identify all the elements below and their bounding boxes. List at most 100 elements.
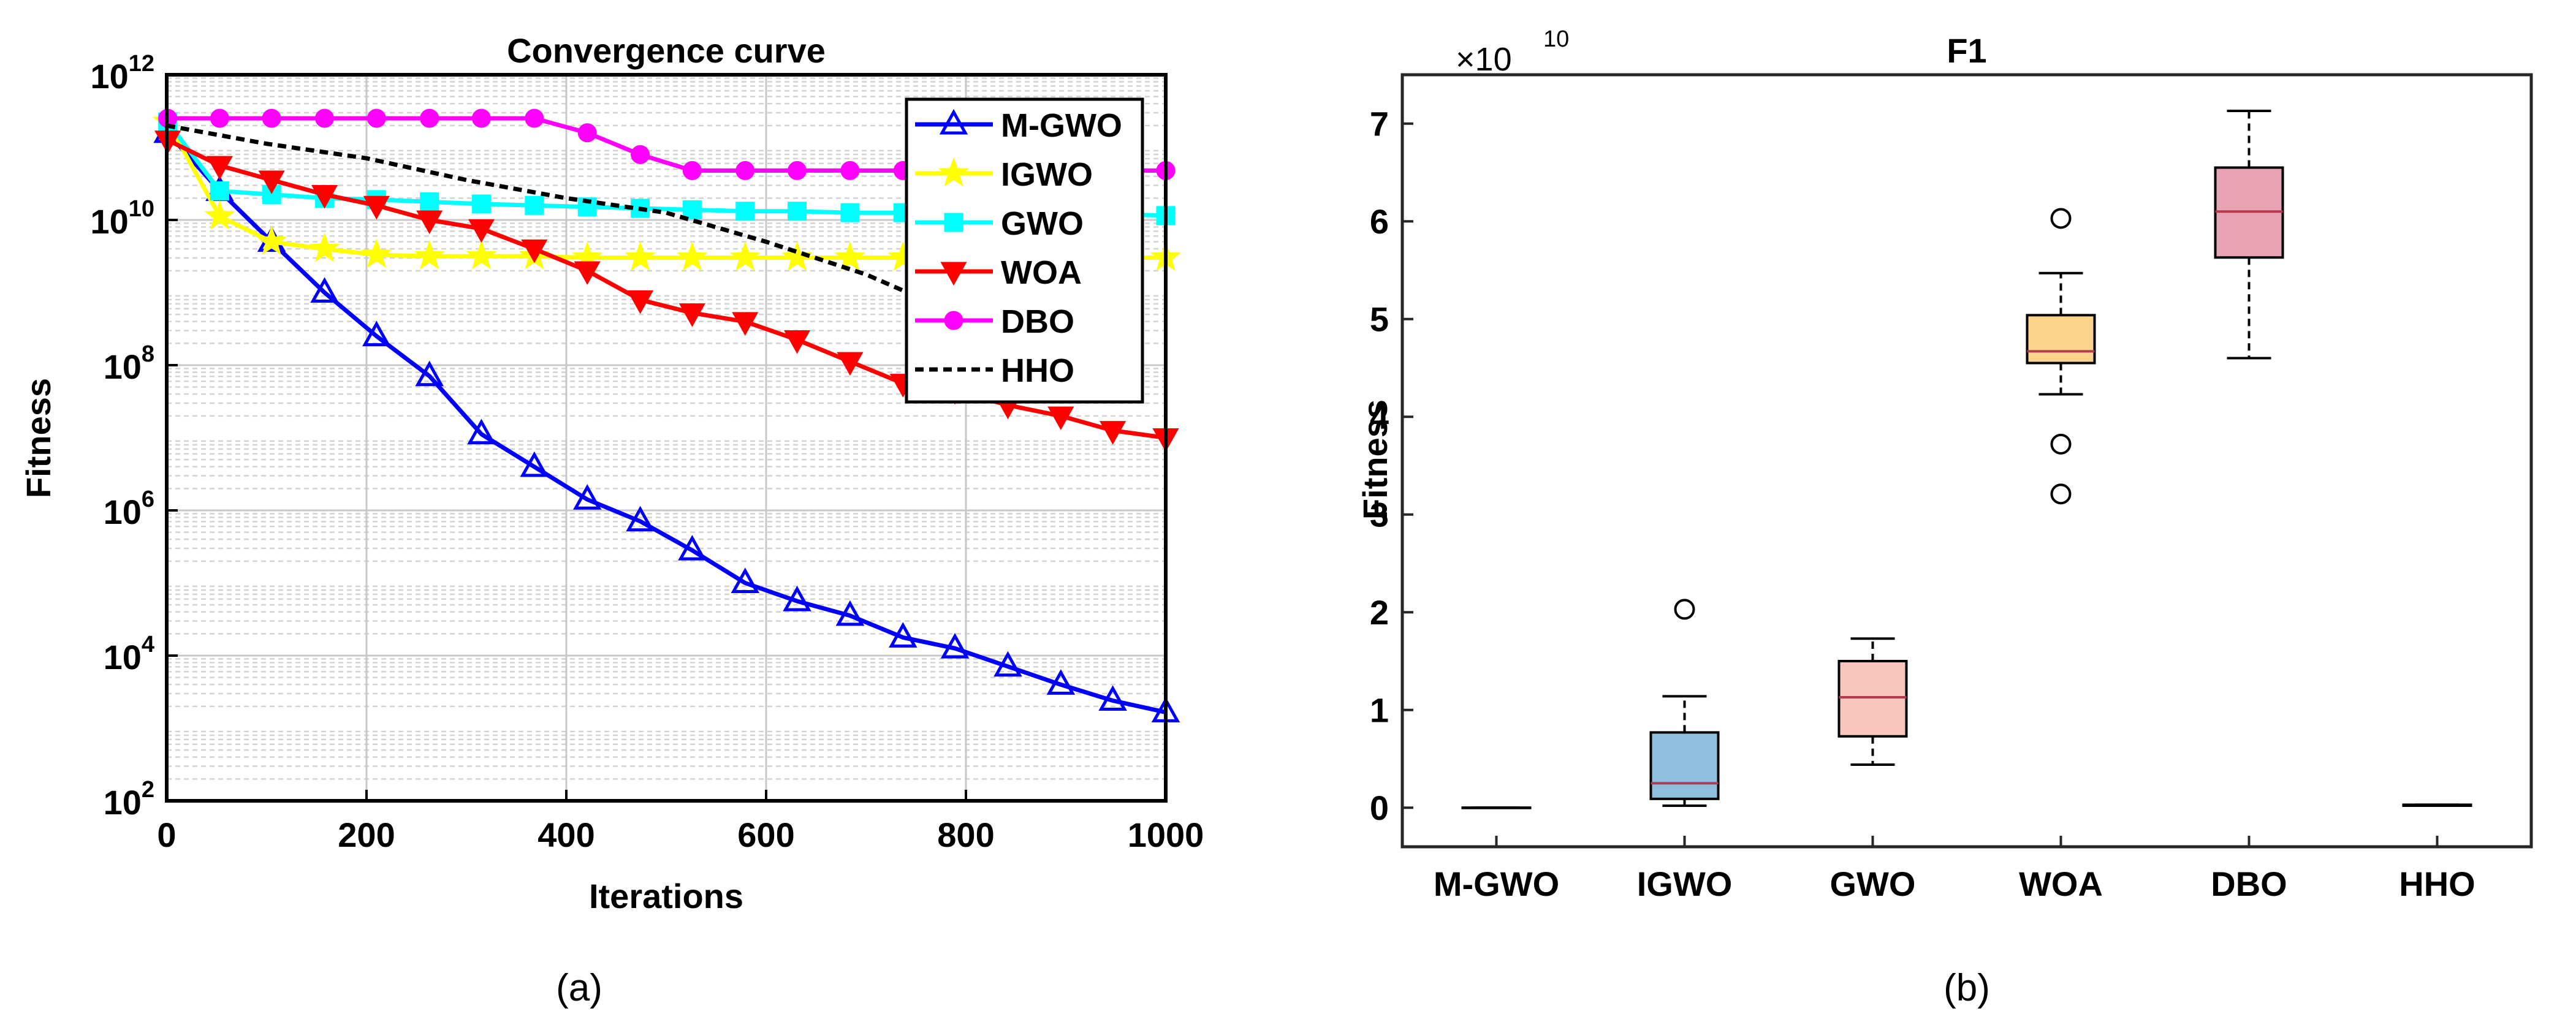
- x-axis-label-a: Iterations: [589, 877, 743, 915]
- data-point-marker: [1046, 669, 1076, 695]
- panel-label-b: (b): [1943, 967, 1990, 1009]
- data-point-marker: [1098, 685, 1127, 711]
- legend-item-woa: WOA: [915, 254, 1082, 291]
- y-tick-label: 6: [1370, 202, 1389, 241]
- data-point-marker: [258, 170, 285, 194]
- data-point-marker: [735, 202, 755, 221]
- y-tick-label: 102: [104, 777, 154, 822]
- y-tick-label: 4: [1370, 398, 1389, 436]
- data-point-marker: [783, 330, 811, 354]
- data-point-marker: [572, 484, 602, 510]
- y-axis-label-a: Fitness: [19, 378, 58, 498]
- data-point-marker: [944, 311, 963, 330]
- data-point-marker: [938, 157, 970, 187]
- legend-label: M-GWO: [1001, 107, 1122, 144]
- axes-box-b: [1400, 73, 2533, 849]
- data-point-marker: [994, 651, 1022, 677]
- data-point-marker: [311, 185, 338, 209]
- iqr-box: [2026, 314, 2096, 365]
- outlier-point: [2050, 433, 2072, 455]
- y-axis-label-b: Fitness: [1356, 399, 1394, 520]
- x-tick-label: GWO: [1830, 865, 1916, 903]
- x-tick-label: 1000: [1128, 816, 1204, 854]
- x-tick-label: IGWO: [1637, 865, 1733, 903]
- outlier-point: [2050, 483, 2072, 505]
- ticks-a: 0 200 400 600 800 1000 102 104 106 108 1010 1012: [90, 51, 1204, 854]
- data-point-marker: [525, 195, 544, 215]
- legend-label: DBO: [1001, 303, 1074, 340]
- data-point-marker: [362, 320, 391, 347]
- panel-label-a: (a): [556, 967, 602, 1009]
- series-line: [166, 123, 917, 298]
- axes-box-a: [165, 73, 1168, 803]
- data-point-marker: [682, 161, 702, 180]
- legend-label: GWO: [1001, 205, 1084, 242]
- legend-label: WOA: [1001, 254, 1082, 291]
- box-dbo: [2214, 110, 2284, 360]
- data-point-marker: [788, 161, 807, 180]
- y-tick-label: 2: [1370, 593, 1389, 632]
- data-point-marker: [206, 156, 233, 180]
- y-tick-label: 5: [1370, 300, 1389, 339]
- data-point-marker: [939, 108, 968, 135]
- y-tick-label: 0: [1370, 789, 1389, 827]
- data-point-marker: [420, 108, 439, 128]
- legend-item-dbo: DBO: [915, 303, 1074, 340]
- data-point-marker: [315, 108, 335, 128]
- data-point-marker: [944, 213, 963, 232]
- data-point-marker: [735, 161, 755, 180]
- data-point-marker: [1100, 421, 1127, 445]
- chart-title-b: F1: [1947, 31, 1986, 70]
- data-point-marker: [625, 241, 656, 271]
- data-point-marker: [256, 225, 287, 255]
- series-hho: [166, 123, 917, 298]
- convergence-chart-panel: 0 200 400 600 800 1000 102 104 106 108 1010 1012 Co…: [19, 31, 1204, 1009]
- data-point-marker: [361, 238, 392, 268]
- data-point-marker: [682, 200, 702, 219]
- data-point-marker: [783, 586, 811, 611]
- data-point-marker: [840, 161, 860, 180]
- data-point-marker: [940, 262, 967, 286]
- y-tick-label: 1010: [90, 196, 154, 241]
- y-tick-label: 7: [1370, 105, 1389, 143]
- data-point-marker: [889, 622, 918, 648]
- data-point-marker: [732, 312, 759, 336]
- x-tick-label: DBO: [2211, 865, 2287, 903]
- data-point-marker: [471, 108, 491, 128]
- data-point-marker: [788, 202, 807, 221]
- data-point-marker: [210, 108, 229, 128]
- box-woa: [2026, 208, 2096, 505]
- data-point-marker: [466, 240, 497, 270]
- y-tick-label: 1: [1370, 691, 1389, 730]
- data-point-marker: [420, 192, 439, 211]
- data-point-marker: [204, 200, 235, 230]
- data-point-marker: [834, 241, 865, 271]
- data-point-marker: [415, 360, 444, 387]
- data-point-marker: [210, 181, 229, 201]
- data-point-marker: [521, 239, 548, 263]
- x-tick-label: M-GWO: [1434, 865, 1559, 903]
- legend-item-hho: HHO: [915, 352, 1074, 389]
- iqr-box: [1649, 731, 1720, 800]
- data-point-marker: [310, 277, 339, 303]
- y-tick-label: 3: [1370, 496, 1389, 534]
- data-point-marker: [729, 241, 761, 271]
- x-tick-label: HHO: [2399, 865, 2475, 903]
- legend-label: IGWO: [1001, 156, 1093, 193]
- y-tick-label: 104: [104, 632, 154, 676]
- legend-box-a: [905, 97, 1144, 404]
- y-tick-label: 1012: [90, 51, 154, 96]
- box-hho: [2402, 803, 2472, 808]
- legend-item-m-gwo: M-GWO: [915, 107, 1122, 144]
- legend-item-igwo: IGWO: [915, 156, 1093, 193]
- ticks-b: 0 1 2 3 4 5 6 7 M-GWO IGWO GWO WOA DBO HHO: [1370, 105, 2475, 903]
- x-tick-label: 600: [737, 816, 794, 854]
- data-point-marker: [262, 108, 281, 128]
- legend-a: M-GWO IGWO GWO WOA DBO HHO: [905, 97, 1144, 404]
- data-point-marker: [677, 241, 708, 271]
- data-point-marker: [520, 451, 549, 477]
- legend-items-a: M-GWO IGWO GWO WOA DBO HHO: [915, 107, 1122, 389]
- data-point-marker: [363, 195, 390, 220]
